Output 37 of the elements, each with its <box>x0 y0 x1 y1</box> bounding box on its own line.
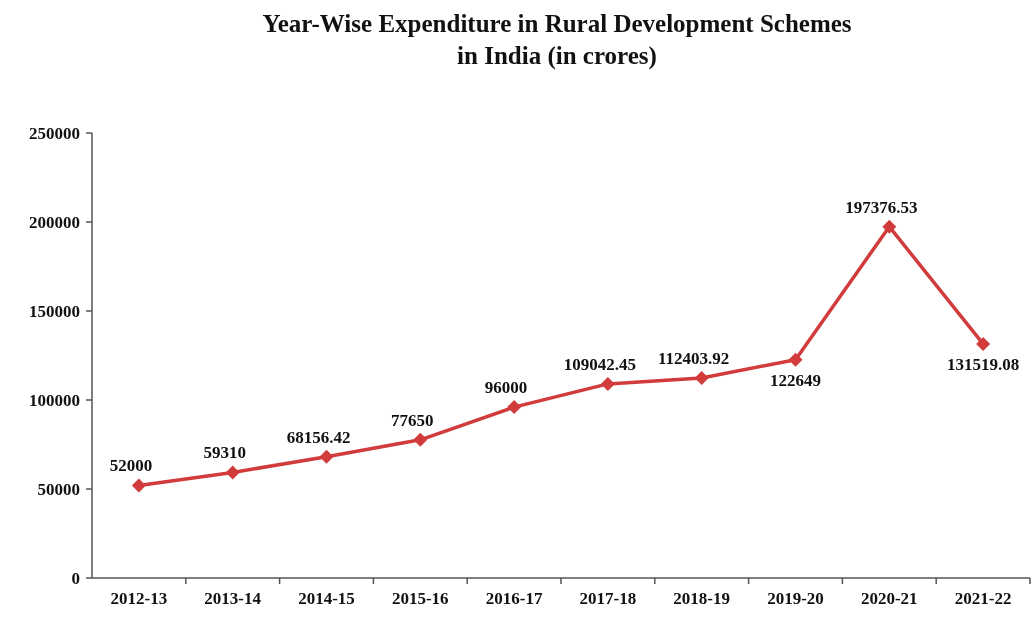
point <box>882 219 897 234</box>
point <box>413 432 428 447</box>
data-label: 52000 <box>109 456 153 476</box>
data-label: 109042.45 <box>563 354 637 374</box>
x-tick-label: 2013-14 <box>204 589 262 608</box>
x-tick-label: 2018-19 <box>673 589 731 608</box>
x-tick-label: 2014-15 <box>298 589 355 608</box>
point <box>694 370 709 385</box>
x-tick-label: 2017-18 <box>579 589 637 608</box>
x-tick-label: 2020-21 <box>860 589 918 608</box>
data-label: 59310 <box>203 443 246 463</box>
y-tick-label: 50000 <box>37 479 80 499</box>
x-tick-label: 2019-20 <box>767 589 824 608</box>
x-tick-label: 2012-13 <box>110 589 168 608</box>
y-tick-label: 200000 <box>29 212 80 232</box>
point <box>976 336 991 351</box>
data-label: 122649 <box>770 370 821 390</box>
point <box>600 376 615 391</box>
x-tick-label: 2016-17 <box>485 589 543 608</box>
y-tick-label: 0 <box>71 568 80 588</box>
x-tick-label: 2021-22 <box>954 589 1012 608</box>
y-tick-label: 100000 <box>29 390 80 410</box>
chart-title: Year-Wise Expenditure in Rural Development Schemes in India (in crores) <box>262 10 852 70</box>
data-label: 197376.53 <box>845 197 918 217</box>
data-label: 77650 <box>391 410 434 430</box>
data-label: 112403.92 <box>658 348 730 368</box>
data-label: 68156.42 <box>286 427 351 447</box>
point <box>788 352 803 367</box>
data-label: 131519.08 <box>946 354 1020 374</box>
data-label: 96000 <box>484 378 528 398</box>
point <box>131 478 146 493</box>
point <box>319 449 334 464</box>
point <box>225 465 240 480</box>
point <box>507 400 522 415</box>
y-tick-label: 150000 <box>29 301 80 321</box>
x-tick-label: 2015-16 <box>391 589 449 608</box>
y-tick-label: 250000 <box>29 123 80 143</box>
